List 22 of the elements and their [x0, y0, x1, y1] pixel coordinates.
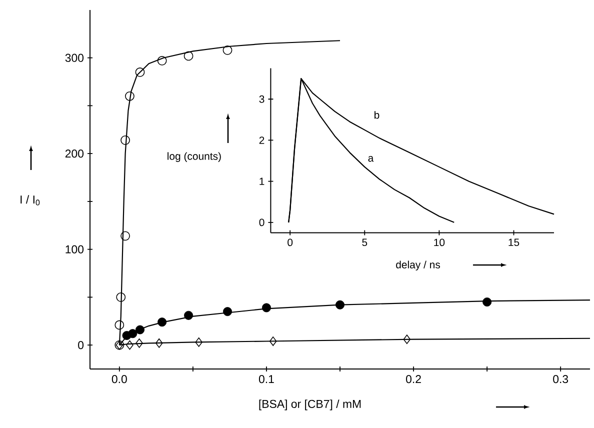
y-axis-title: I / I$_{0}$ [20, 195, 40, 206]
y-tick-label: 1 [260, 178, 264, 185]
y-tick-label: 100 [66, 245, 84, 254]
x-tick-label: 0.1 [258, 375, 274, 384]
x-tick-label: 0 [288, 238, 293, 246]
y-tick-label: 2 [259, 136, 264, 144]
y-axis-title: log (counts) [168, 152, 221, 162]
x-tick-label: 0.3 [553, 375, 568, 384]
x-tick-label: 10 [434, 238, 445, 246]
series-label: b [374, 111, 380, 119]
x-tick-label: 0.2 [406, 375, 421, 384]
y-tick-label: 0 [259, 218, 264, 226]
y-tick-label: 200 [65, 150, 84, 158]
x-axis-title: delay / ns [396, 260, 440, 270]
series-label: a [368, 156, 374, 162]
x-axis-title: [BSA] or [CB7] / mM [259, 400, 361, 410]
x-tick-label: 0.0 [112, 375, 127, 384]
y-tick-label: 0 [78, 341, 84, 350]
x-tick-label: 5 [362, 238, 368, 246]
y-tick-label: 300 [65, 54, 84, 62]
y-tick-label: 3 [259, 95, 264, 103]
x-tick-label: 15 [508, 238, 520, 246]
